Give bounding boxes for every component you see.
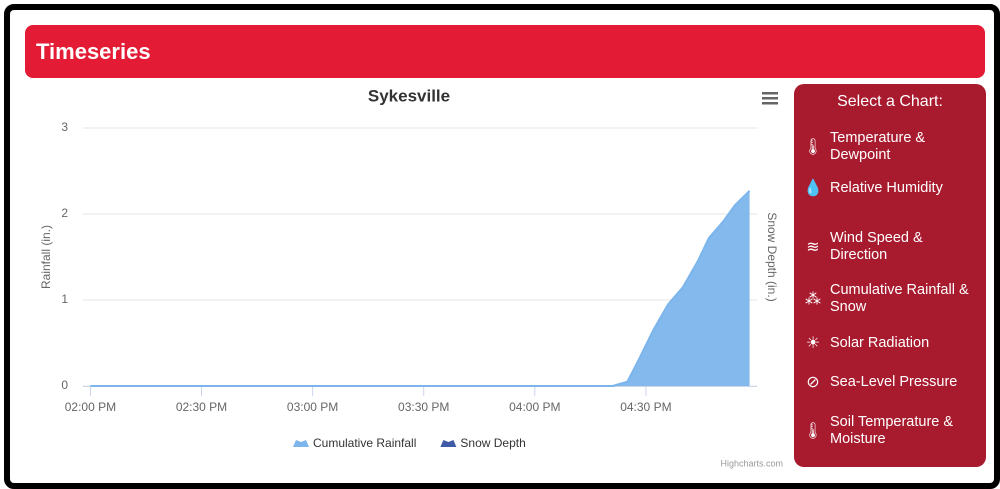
y-tick-label: 1 [61, 292, 68, 306]
option-icon: 💧 [803, 180, 823, 197]
legend-item[interactable]: Cumulative Rainfall [293, 436, 416, 450]
y-tick-label: 3 [61, 120, 68, 134]
x-tick-label: 04:30 PM [620, 400, 671, 414]
x-tick-label: 03:00 PM [287, 400, 338, 414]
option-label: Soil Temperature & Moisture [830, 414, 954, 447]
y-tick-label: 0 [61, 378, 68, 392]
chart-option[interactable]: ⁂ Cumulative Rainfall & Snow [802, 282, 982, 316]
chart-option[interactable]: 🌡 Soil Temperature & Moisture [802, 414, 982, 448]
option-icon: ⁂ [805, 290, 821, 308]
header-title: Timeseries [25, 25, 985, 78]
x-tick-label: 02:00 PM [65, 400, 116, 414]
option-label: Sea-Level Pressure [830, 374, 958, 390]
y-tick-label: 2 [61, 206, 68, 220]
legend-symbol [293, 440, 309, 447]
option-label: Cumulative Rainfall & Snow [830, 282, 969, 315]
option-icon: 🌡 [802, 422, 824, 440]
option-icon: ⊘ [806, 374, 820, 391]
chart-option[interactable]: ⊘ Sea-Level Pressure [802, 374, 982, 391]
legend-label: Snow Depth [460, 436, 525, 450]
x-tick-label: 04:00 PM [509, 400, 560, 414]
option-label: Wind Speed & Direction [830, 230, 923, 263]
option-label: Relative Humidity [830, 180, 943, 196]
option-icon: ≋ [806, 238, 820, 256]
chart-option[interactable]: 💧 Relative Humidity [802, 180, 982, 197]
chart-title: Sykesville [368, 86, 450, 105]
x-tick-label: 03:30 PM [398, 400, 449, 414]
option-icon: ☀ [805, 335, 821, 352]
chart: Sykesville Rainfall (in.) Snow Depth (in… [39, 86, 783, 468]
option-icon: 🌡 [802, 138, 824, 156]
menu-button[interactable] [762, 92, 778, 105]
chart-option[interactable]: ☀ Solar Radiation [802, 335, 982, 352]
chart-option[interactable]: ≋ Wind Speed & Direction [802, 230, 982, 264]
y-axis-label: Rainfall (in.) [39, 225, 53, 289]
y2-axis-label: Snow Depth (in.) [765, 212, 779, 301]
sidebar-title: Select a Chart: [837, 93, 943, 110]
area-line [90, 190, 751, 387]
x-tick-label: 02:30 PM [176, 400, 227, 414]
option-label: Temperature & Dewpoint [830, 130, 926, 163]
legend-symbol [440, 440, 457, 447]
chart-option[interactable]: 🌡 Temperature & Dewpoint [802, 130, 982, 164]
credits[interactable]: Highcharts.com [720, 458, 783, 468]
legend-label: Cumulative Rainfall [313, 436, 416, 450]
sidebar: Select a Chart: 🌡 Temperature & Dewpoint 💧… [794, 84, 986, 467]
option-label: Solar Radiation [830, 335, 930, 351]
legend-item[interactable]: Snow Depth [440, 436, 526, 450]
area-fill [90, 190, 750, 386]
